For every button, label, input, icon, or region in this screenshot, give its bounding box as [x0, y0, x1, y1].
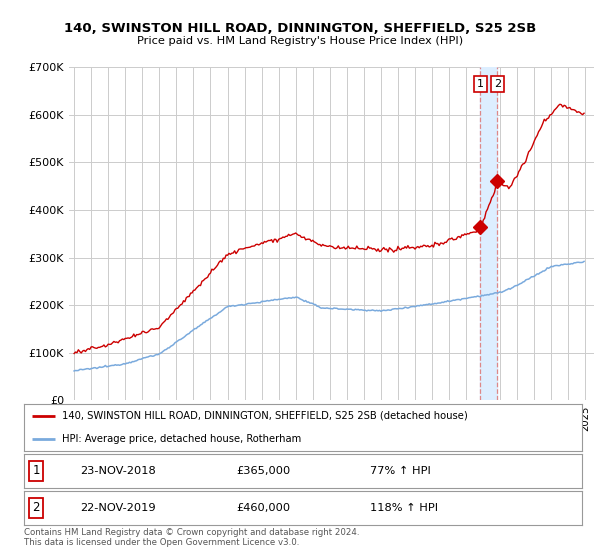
- Text: £460,000: £460,000: [236, 503, 290, 513]
- Text: 140, SWINSTON HILL ROAD, DINNINGTON, SHEFFIELD, S25 2SB: 140, SWINSTON HILL ROAD, DINNINGTON, SHE…: [64, 22, 536, 35]
- Text: Price paid vs. HM Land Registry's House Price Index (HPI): Price paid vs. HM Land Registry's House …: [137, 36, 463, 46]
- Text: 77% ↑ HPI: 77% ↑ HPI: [370, 466, 431, 476]
- Text: 23-NOV-2018: 23-NOV-2018: [80, 466, 155, 476]
- Text: 2: 2: [494, 79, 501, 89]
- Text: 118% ↑ HPI: 118% ↑ HPI: [370, 503, 438, 513]
- Text: 22-NOV-2019: 22-NOV-2019: [80, 503, 155, 513]
- Text: Contains HM Land Registry data © Crown copyright and database right 2024.
This d: Contains HM Land Registry data © Crown c…: [24, 528, 359, 547]
- Text: 1: 1: [32, 464, 40, 478]
- Text: £365,000: £365,000: [236, 466, 290, 476]
- Text: HPI: Average price, detached house, Rotherham: HPI: Average price, detached house, Roth…: [62, 434, 301, 444]
- Bar: [481, 67, 497, 400]
- Text: 140, SWINSTON HILL ROAD, DINNINGTON, SHEFFIELD, S25 2SB (detached house): 140, SWINSTON HILL ROAD, DINNINGTON, SHE…: [62, 411, 467, 421]
- Text: 1: 1: [477, 79, 484, 89]
- Text: 2: 2: [32, 501, 40, 515]
